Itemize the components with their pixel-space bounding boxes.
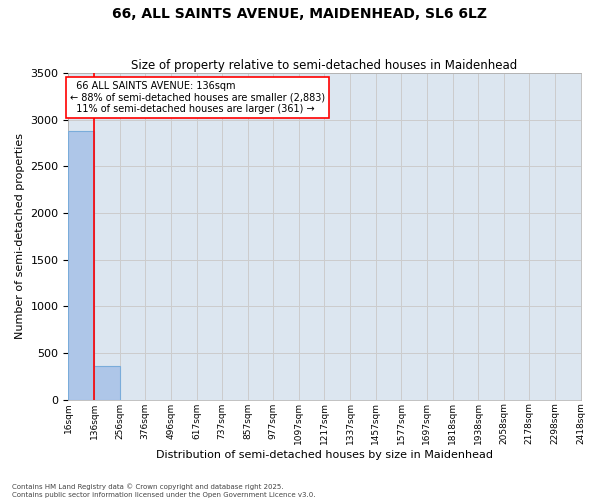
Text: 66 ALL SAINTS AVENUE: 136sqm  
← 88% of semi-detached houses are smaller (2,883): 66 ALL SAINTS AVENUE: 136sqm ← 88% of se… bbox=[70, 80, 325, 114]
Text: Contains HM Land Registry data © Crown copyright and database right 2025.
Contai: Contains HM Land Registry data © Crown c… bbox=[12, 484, 316, 498]
Y-axis label: Number of semi-detached properties: Number of semi-detached properties bbox=[15, 134, 25, 340]
Title: Size of property relative to semi-detached houses in Maidenhead: Size of property relative to semi-detach… bbox=[131, 59, 518, 72]
Bar bbox=[68, 130, 94, 400]
Text: 66, ALL SAINTS AVENUE, MAIDENHEAD, SL6 6LZ: 66, ALL SAINTS AVENUE, MAIDENHEAD, SL6 6… bbox=[113, 8, 487, 22]
X-axis label: Distribution of semi-detached houses by size in Maidenhead: Distribution of semi-detached houses by … bbox=[156, 450, 493, 460]
Bar bbox=[94, 366, 119, 400]
